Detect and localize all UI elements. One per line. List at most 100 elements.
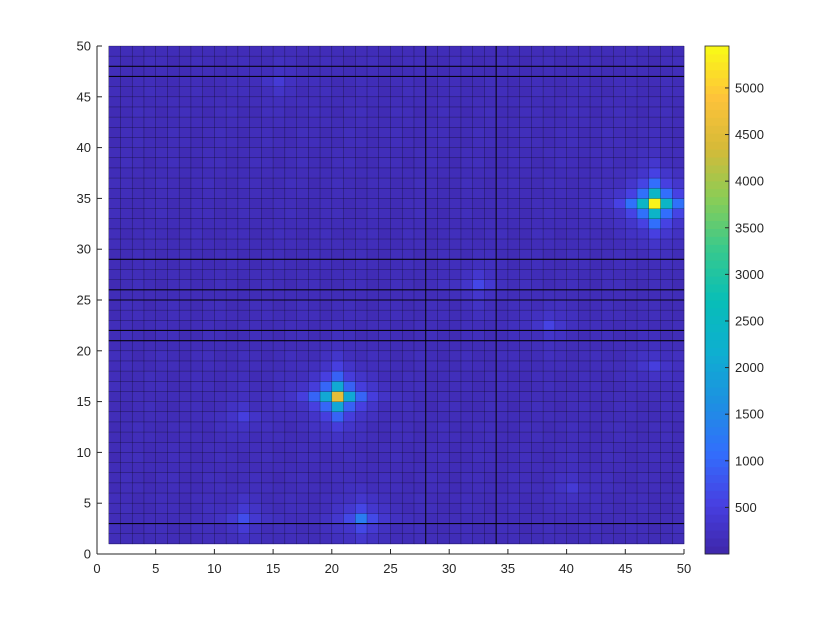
heatmap-cell [367, 279, 380, 291]
heatmap-cell [143, 218, 156, 230]
heatmap-cell [120, 117, 133, 128]
heatmap-cell [155, 391, 168, 402]
heatmap-cell [660, 157, 673, 169]
heatmap-cell [343, 340, 356, 352]
heatmap-cell [566, 523, 579, 534]
heatmap-cell [155, 381, 168, 392]
heatmap-cell [496, 350, 509, 362]
heatmap-cell [449, 198, 462, 209]
heatmap-cell [437, 188, 450, 199]
heatmap-cell [531, 320, 544, 331]
heatmap-cell [519, 462, 532, 474]
heatmap-cell [637, 86, 650, 98]
heatmap-cell [331, 533, 344, 545]
heatmap-cell [320, 259, 333, 270]
heatmap-cell [320, 320, 333, 331]
heatmap-cell [496, 533, 509, 545]
heatmap-cell [155, 503, 168, 514]
heatmap-cell [331, 493, 344, 504]
heatmap-cell [590, 76, 603, 87]
heatmap-cell [449, 523, 462, 534]
heatmap-cell [437, 76, 450, 87]
colorbar-frame [704, 45, 730, 555]
heatmap-cell [249, 452, 262, 463]
heatmap-cell [519, 269, 532, 280]
heatmap-cell [613, 432, 626, 443]
heatmap-cell [566, 86, 579, 98]
heatmap-cell [402, 462, 415, 474]
colorbar-segment [705, 173, 729, 182]
heatmap-cell [484, 482, 497, 494]
heatmap-cell [343, 218, 356, 230]
heatmap-cell [425, 167, 438, 179]
heatmap-cell [460, 259, 473, 270]
heatmap-cell [367, 381, 380, 392]
heatmap-cell [108, 310, 121, 321]
heatmap-cell [437, 513, 450, 524]
heatmap-cell [437, 503, 450, 514]
heatmap-cell [554, 96, 567, 108]
heatmap-cell [214, 462, 227, 474]
heatmap-cell [496, 432, 509, 443]
heatmap-cell [637, 411, 650, 423]
heatmap-cell [390, 147, 403, 159]
heatmap-cell [143, 178, 156, 189]
heatmap-cell [167, 310, 180, 321]
heatmap-cell [202, 381, 215, 392]
heatmap-cell [355, 76, 368, 87]
heatmap-cell [167, 472, 180, 484]
heatmap-cell [613, 401, 626, 413]
heatmap-cell [449, 320, 462, 331]
heatmap-cell [425, 472, 438, 484]
heatmap-cell [590, 381, 603, 392]
heatmap-cell [531, 218, 544, 230]
heatmap-cell [261, 493, 274, 504]
heatmap-cell [413, 66, 427, 77]
heatmap-cell [296, 218, 309, 230]
heatmap-cell [226, 106, 239, 118]
heatmap-cell [155, 360, 168, 372]
heatmap-cell [355, 249, 368, 260]
heatmap-cell [237, 208, 250, 220]
heatmap-cell [460, 310, 473, 321]
heatmap-cell [449, 157, 462, 169]
heatmap-cell [155, 300, 168, 311]
heatmap-cell [460, 442, 473, 453]
heatmap-cell [601, 371, 614, 382]
heatmap-cell [613, 259, 626, 270]
heatmap-cell [507, 462, 520, 474]
heatmap-cell [155, 330, 168, 341]
y-tick-label: 50 [77, 39, 91, 54]
heatmap-cell [390, 127, 403, 138]
heatmap-cell [214, 147, 227, 159]
heatmap-cell [120, 513, 133, 524]
heatmap-cell [343, 106, 356, 118]
colorbar-segment [705, 490, 729, 499]
heatmap-cell [472, 147, 485, 159]
heatmap-cell [554, 239, 567, 250]
heatmap-cell [543, 411, 556, 423]
colorbar-segment [705, 419, 729, 428]
heatmap-cell [637, 249, 650, 260]
heatmap-cell [601, 157, 614, 169]
heatmap-cell [437, 310, 450, 321]
heatmap-cell [284, 167, 297, 179]
heatmap-cell [578, 391, 591, 402]
heatmap-cell [132, 46, 145, 57]
heatmap-cell [331, 452, 344, 463]
colorbar-segment [705, 292, 729, 301]
heatmap-cell [378, 371, 391, 382]
heatmap-cell [390, 330, 403, 341]
heatmap-cell [554, 391, 567, 402]
heatmap-cell [648, 188, 661, 199]
heatmap-cell [613, 371, 626, 382]
heatmap-cell [343, 76, 356, 87]
heatmap-cell [155, 279, 168, 291]
heatmap-cell [390, 493, 403, 504]
heatmap-cell [237, 513, 250, 524]
heatmap-cell [437, 411, 450, 423]
heatmap-cell [637, 279, 650, 291]
heatmap-cell [578, 46, 591, 57]
heatmap-cell [449, 127, 462, 138]
